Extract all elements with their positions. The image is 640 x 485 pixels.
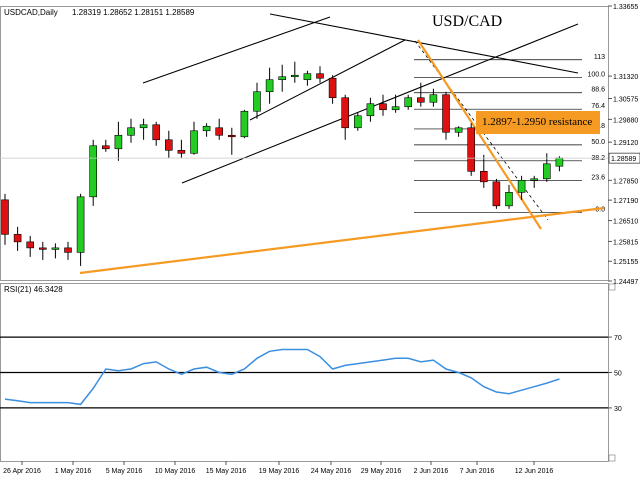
price-tick-label: 1.25155 bbox=[613, 259, 638, 266]
rsi-title: RSI(21) 46.3428 bbox=[4, 285, 63, 294]
x-tick-label: 15 May 2016 bbox=[206, 468, 247, 475]
rsi-level-label: 70 bbox=[614, 335, 622, 342]
fib-level-label: 76.4 bbox=[591, 103, 605, 110]
candle-body bbox=[316, 73, 324, 79]
candle-body bbox=[139, 124, 148, 129]
fib-level-label: 23.6 bbox=[591, 175, 605, 182]
candle-body bbox=[505, 192, 513, 207]
candle-body bbox=[429, 94, 438, 103]
chart-symbol-timeframe: USDCAD,Daily bbox=[4, 8, 58, 17]
candle-body bbox=[76, 196, 85, 253]
price-tick-label: 1.24497 bbox=[613, 279, 638, 286]
price-tick-label: 1.29880 bbox=[613, 117, 638, 124]
rsi-scale-corner bbox=[608, 454, 616, 462]
chart-ohlc-readout: 1.28319 1.28652 1.28151 1.28589 bbox=[72, 8, 195, 17]
channel-upper-line bbox=[142, 16, 331, 84]
x-tick-label: 29 May 2016 bbox=[361, 468, 402, 475]
candle-body bbox=[303, 73, 312, 81]
price-tick-label: 1.30575 bbox=[613, 96, 638, 103]
candle-body bbox=[454, 127, 463, 133]
x-tick-label: 1 May 2016 bbox=[55, 468, 92, 475]
candle-body bbox=[353, 115, 362, 129]
candle-body bbox=[38, 247, 47, 250]
candle-body bbox=[64, 247, 72, 253]
rsi-level-label: 30 bbox=[614, 406, 622, 413]
candle-body bbox=[341, 97, 350, 129]
x-tick-label: 12 Jun 2016 bbox=[515, 468, 554, 475]
candle-body bbox=[51, 247, 60, 250]
price-tick-label: 1.25815 bbox=[613, 239, 638, 246]
price-tick-label: 1.26510 bbox=[613, 219, 638, 226]
price-tick-label: 1.27850 bbox=[613, 178, 638, 185]
channel-mid-line bbox=[249, 39, 406, 121]
candle-body bbox=[391, 106, 400, 111]
resistance-trend-line bbox=[269, 13, 579, 74]
fib-level-label: 0.0 bbox=[595, 206, 605, 213]
candle-body bbox=[492, 181, 501, 207]
falling-trend-line bbox=[417, 39, 542, 230]
candle-body bbox=[278, 76, 287, 81]
rsi-level-label: 50 bbox=[614, 371, 622, 378]
x-tick-label: 26 Apr 2016 bbox=[3, 468, 41, 475]
x-tick-label: 5 May 2016 bbox=[106, 468, 143, 475]
candle-body bbox=[467, 127, 476, 172]
candle-body bbox=[442, 94, 450, 133]
price-tick-label: 1.29120 bbox=[613, 140, 638, 147]
candle-body bbox=[127, 127, 135, 136]
rsi-scale-corner bbox=[608, 283, 616, 291]
candle-body bbox=[102, 145, 110, 150]
candle-body bbox=[517, 180, 526, 193]
fib-level-label: 88.6 bbox=[591, 87, 605, 94]
candle-body bbox=[1, 199, 9, 235]
candle-body bbox=[89, 145, 97, 198]
resistance-annotation: 1.2897-1.2950 resistance bbox=[482, 116, 592, 128]
candle-body bbox=[165, 139, 173, 151]
x-tick-label: 7 Jun 2016 bbox=[460, 468, 495, 475]
resistance-zone bbox=[476, 111, 600, 134]
price-tick-label: 1.31320 bbox=[613, 74, 638, 81]
candle-body bbox=[416, 97, 425, 103]
main-plot-frame bbox=[0, 6, 609, 281]
candle-body bbox=[542, 163, 551, 180]
price-tick-label: 1.33655 bbox=[613, 4, 638, 11]
x-tick-label: 24 May 2016 bbox=[311, 468, 352, 475]
candle-body bbox=[379, 103, 387, 111]
support-trend-line bbox=[79, 206, 605, 275]
candle-body bbox=[228, 134, 236, 138]
candle-body bbox=[13, 234, 22, 243]
x-tick-label: 10 May 2016 bbox=[155, 468, 196, 475]
candle-body bbox=[190, 130, 198, 154]
fib-level-label: 113 bbox=[594, 54, 605, 61]
fib-level-label: 100.0 bbox=[587, 71, 605, 78]
candle-body bbox=[152, 124, 160, 141]
fib-level-label: 50.0 bbox=[591, 139, 605, 146]
candle-body bbox=[114, 134, 123, 150]
candle-body bbox=[265, 79, 274, 93]
x-tick-label: 2 Jun 2016 bbox=[414, 468, 449, 475]
candle-body bbox=[202, 125, 211, 132]
chart-title: USD/CAD bbox=[432, 13, 502, 30]
candle-body bbox=[328, 77, 337, 99]
x-tick-label: 19 May 2016 bbox=[259, 468, 300, 475]
candle-body bbox=[479, 171, 488, 183]
last-price-box bbox=[608, 152, 640, 164]
rsi-series-line bbox=[4, 348, 560, 406]
candle-body bbox=[530, 178, 539, 181]
candle-body bbox=[240, 110, 249, 138]
candle-body bbox=[26, 241, 35, 249]
last-price-label: 1.28589 bbox=[611, 156, 636, 163]
candle-body bbox=[290, 74, 299, 78]
candle-body bbox=[215, 127, 223, 136]
candle-body bbox=[253, 91, 261, 112]
candle-body bbox=[404, 97, 413, 108]
candle-body bbox=[555, 157, 564, 167]
candle-body bbox=[177, 149, 186, 154]
candle-body bbox=[366, 103, 375, 117]
price-tick-label: 1.27190 bbox=[613, 198, 638, 205]
